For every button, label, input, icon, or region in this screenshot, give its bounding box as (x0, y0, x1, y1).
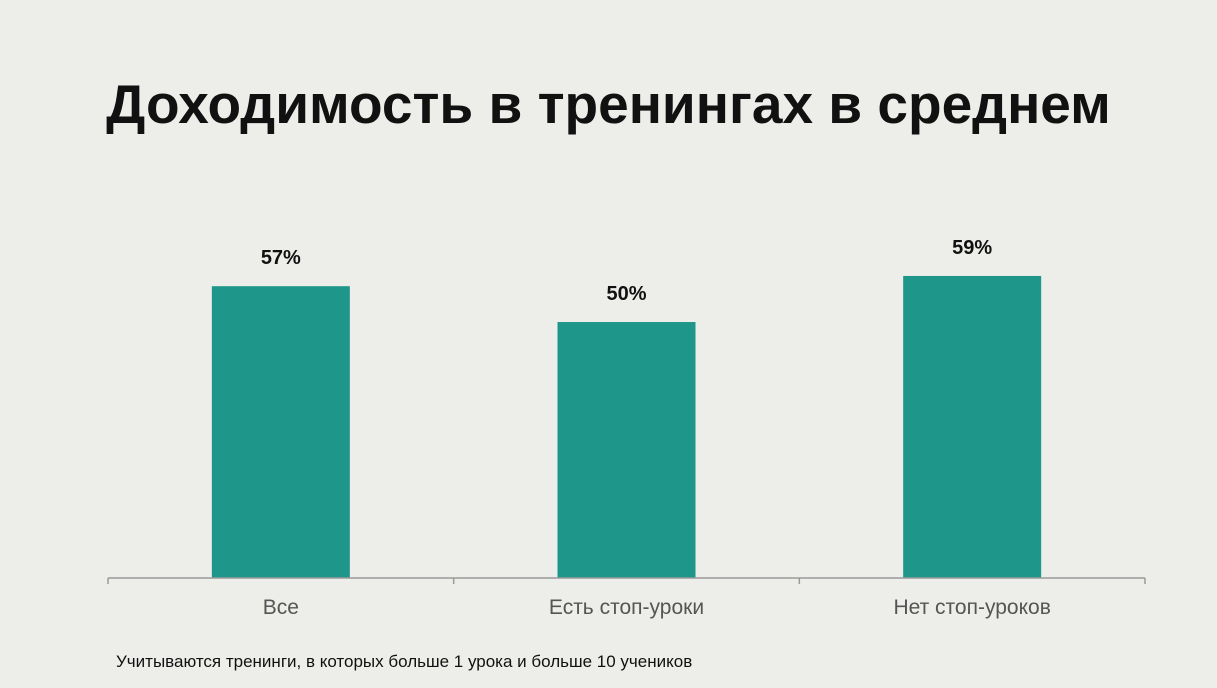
data-label-3: 59% (952, 237, 992, 259)
footnote: Учитываются тренинги, в которых больше 1… (116, 652, 693, 671)
data-label-1: 57% (261, 247, 301, 269)
data-label-2: 50% (606, 283, 646, 305)
page-title: Доходимость в тренингах в среднем (106, 73, 1111, 135)
bar-1 (211, 286, 350, 578)
bar-2 (557, 322, 696, 578)
category-label-1: Все (263, 596, 299, 619)
x-axis (107, 577, 1146, 584)
category-label-3: Нет стоп-уроков (893, 596, 1050, 619)
category-label-2: Есть стоп-уроки (549, 596, 704, 619)
bars-layer (211, 275, 1042, 578)
labels-layer: 57% Все 50% Есть стоп-уроки 59% Нет стоп-урок… (261, 237, 1051, 619)
bar-3 (903, 275, 1042, 578)
